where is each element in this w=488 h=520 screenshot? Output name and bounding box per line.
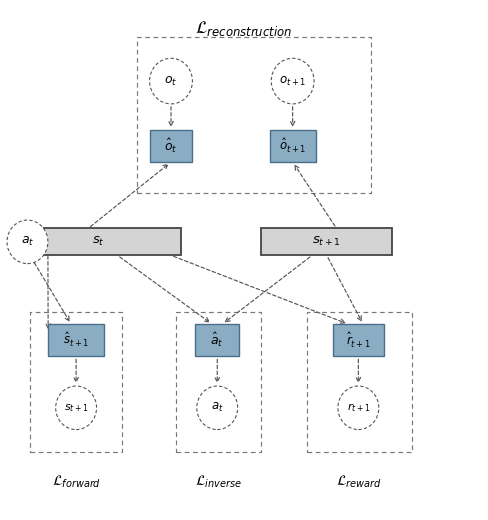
FancyBboxPatch shape (15, 228, 181, 255)
Circle shape (271, 58, 314, 104)
FancyBboxPatch shape (307, 312, 412, 452)
Text: $a_t$: $a_t$ (21, 235, 34, 249)
Text: $s_{t+1}$: $s_{t+1}$ (312, 235, 341, 249)
FancyBboxPatch shape (150, 130, 192, 162)
Text: $o_t$: $o_t$ (164, 74, 178, 88)
Text: $\hat{o}_{t+1}$: $\hat{o}_{t+1}$ (279, 137, 306, 155)
FancyBboxPatch shape (333, 324, 384, 357)
FancyBboxPatch shape (137, 37, 370, 192)
FancyBboxPatch shape (261, 228, 392, 255)
FancyBboxPatch shape (195, 324, 239, 357)
Text: $\mathcal{L}_{reconstruction}$: $\mathcal{L}_{reconstruction}$ (195, 19, 293, 38)
FancyBboxPatch shape (48, 324, 104, 357)
Text: $s_{t+1}$: $s_{t+1}$ (64, 402, 88, 414)
Text: $\mathcal{L}_{inverse}$: $\mathcal{L}_{inverse}$ (195, 474, 242, 490)
Circle shape (150, 58, 192, 104)
FancyBboxPatch shape (176, 312, 261, 452)
Text: $o_{t+1}$: $o_{t+1}$ (279, 74, 306, 88)
Circle shape (197, 386, 238, 430)
Text: $\mathcal{L}_{reward}$: $\mathcal{L}_{reward}$ (336, 474, 382, 490)
Text: $r_{t+1}$: $r_{t+1}$ (346, 401, 370, 414)
Text: $\hat{a}_t$: $\hat{a}_t$ (210, 331, 224, 349)
Text: $\hat{o}_t$: $\hat{o}_t$ (164, 137, 178, 155)
Text: $\hat{s}_{t+1}$: $\hat{s}_{t+1}$ (63, 331, 89, 349)
Text: $\hat{r}_{t+1}$: $\hat{r}_{t+1}$ (346, 331, 371, 350)
FancyBboxPatch shape (30, 312, 122, 452)
Text: $a_t$: $a_t$ (211, 401, 224, 414)
Circle shape (338, 386, 379, 430)
Circle shape (7, 220, 48, 264)
Text: $\mathcal{L}_{forward}$: $\mathcal{L}_{forward}$ (52, 474, 101, 490)
Circle shape (56, 386, 97, 430)
Text: $s_t$: $s_t$ (92, 235, 104, 249)
FancyBboxPatch shape (269, 130, 316, 162)
